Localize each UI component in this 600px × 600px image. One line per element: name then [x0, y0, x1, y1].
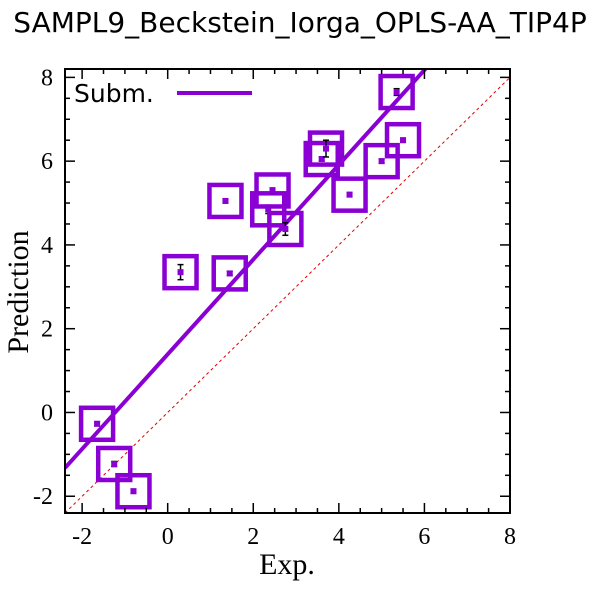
y-tick-label: 0 — [41, 400, 53, 426]
legend-label: Subm. — [74, 79, 154, 108]
y-tick-label: 4 — [41, 233, 53, 259]
data-point — [363, 142, 400, 180]
data-point — [378, 73, 415, 111]
data-point — [162, 253, 199, 291]
data-point-center — [265, 206, 272, 213]
data-point-marker — [331, 176, 368, 213]
data-point — [115, 472, 152, 510]
y-tick-label: 2 — [41, 317, 53, 343]
data-point-marker — [95, 445, 133, 483]
data-point-center — [346, 191, 353, 198]
x-tick-label: 2 — [247, 524, 259, 550]
x-tick-label: 4 — [333, 524, 345, 550]
data-point-marker — [307, 130, 345, 167]
data-point-marker — [254, 172, 291, 209]
data-point-center — [400, 137, 407, 144]
data-point-marker — [378, 73, 415, 111]
fit-line — [65, 69, 429, 470]
axis-ticks — [65, 69, 511, 513]
data-point-center — [282, 226, 289, 233]
data-point-center — [323, 145, 330, 152]
y-tick-label: 6 — [41, 149, 53, 175]
x-tick-label: 6 — [418, 524, 430, 550]
diagonal-line — [65, 77, 510, 513]
data-point — [78, 405, 116, 443]
data-point-center — [393, 89, 400, 96]
data-point-center — [318, 156, 325, 163]
chart-title: SAMPL9_Beckstein_Iorga_OPLS-AA_TIP4P — [13, 6, 586, 39]
data-point-center — [222, 197, 229, 204]
x-tick-label: 0 — [162, 524, 174, 550]
data-point — [211, 255, 248, 292]
data-point — [331, 176, 368, 213]
data-point — [207, 182, 244, 220]
data-point-marker — [162, 253, 199, 291]
plot-content — [65, 69, 510, 513]
data-point-marker — [267, 210, 304, 248]
data-point-center — [269, 187, 276, 194]
data-point-marker — [303, 140, 340, 178]
data-point-center — [378, 158, 385, 165]
x-tick-label: 8 — [504, 524, 516, 550]
x-tick-label: -2 — [72, 524, 92, 550]
data-point — [267, 210, 304, 248]
legend: Subm. — [74, 79, 252, 108]
data-point — [254, 172, 291, 209]
data-point — [307, 130, 345, 167]
data-point-center — [111, 460, 118, 467]
x-axis-label: Exp. — [259, 548, 315, 581]
data-point-marker — [207, 182, 244, 220]
data-point-marker — [78, 405, 116, 443]
y-tick-label: 8 — [41, 65, 53, 91]
data-point — [95, 445, 133, 483]
data-point-marker — [384, 121, 422, 159]
y-tick-label: -2 — [33, 484, 53, 510]
data-point-center — [226, 270, 233, 277]
data-point-marker — [211, 255, 248, 292]
axis-tick-labels: -2 0 2 4 6 8 -2 0 2 4 6 8 — [33, 65, 516, 550]
y-axis-label: Prediction — [2, 230, 35, 353]
data-point-center — [177, 269, 184, 276]
data-point-marker — [115, 472, 152, 510]
plot-frame — [64, 68, 511, 514]
data-point-marker — [363, 142, 400, 180]
data-point-center — [130, 488, 137, 495]
data-point-center — [94, 420, 101, 427]
data-point — [384, 121, 422, 159]
